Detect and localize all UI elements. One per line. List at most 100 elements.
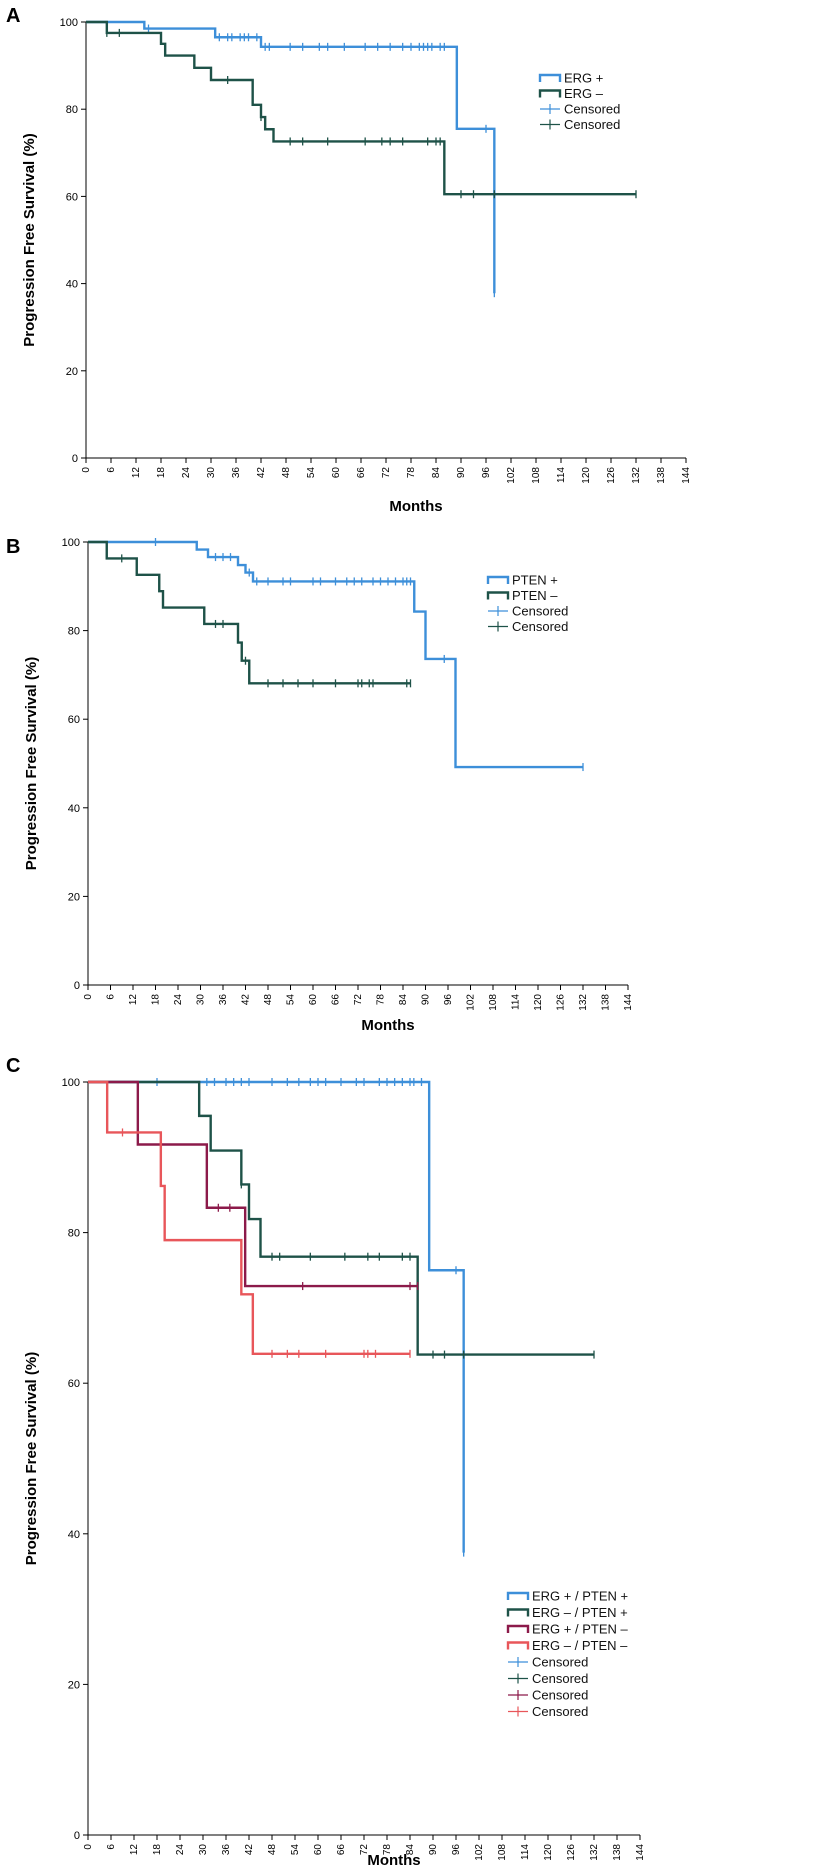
x-tick-label: 72 xyxy=(381,467,392,479)
legend-label: ERG – / PTEN + xyxy=(532,1605,628,1620)
x-tick-label: 90 xyxy=(428,1844,439,1856)
panel-letter: A xyxy=(6,5,20,27)
x-tick-label: 72 xyxy=(353,994,364,1006)
series-2 xyxy=(88,540,412,688)
legend: ERG + / PTEN +ERG – / PTEN + ERG + / PTEN… xyxy=(506,1589,628,1719)
x-tick-label: 120 xyxy=(533,994,544,1011)
x-tick-label: 12 xyxy=(129,1844,140,1856)
survival-curve xyxy=(88,1080,594,1356)
y-tick-label: 80 xyxy=(66,104,78,116)
survival-curve xyxy=(88,540,411,685)
panel-c: C 0 20 40 60 80 100 0 6 12 18 24 30 36 42 48 54 60 66 72 78 8… xyxy=(6,1055,646,1869)
legend-label: ERG – / PTEN – xyxy=(532,1638,628,1653)
legend-label: ERG + xyxy=(564,71,603,86)
legend-label: Censored xyxy=(564,117,620,132)
x-tick-label: 132 xyxy=(578,994,589,1011)
survival-curve xyxy=(88,1080,410,1356)
x-tick-label: 138 xyxy=(656,467,667,484)
x-tick-label: 66 xyxy=(356,467,367,479)
legend-swatch xyxy=(506,1641,530,1650)
x-tick-label: 84 xyxy=(431,467,442,479)
legend-label: Censored xyxy=(532,1704,588,1719)
x-tick-label: 36 xyxy=(231,467,242,479)
x-tick-label: 90 xyxy=(421,994,432,1006)
legend-swatch xyxy=(506,1591,530,1600)
panel-b: B 0 20 40 60 80 100 0 6 12 18 24 30 36 42 48 54 60 66 72 78 8… xyxy=(6,536,634,1034)
x-tick-label: 18 xyxy=(152,1844,163,1856)
y-tick-label: 100 xyxy=(60,17,78,29)
legend-label: ERG + / PTEN – xyxy=(532,1622,628,1637)
legend-label: Censored xyxy=(512,604,568,619)
y-tick-label: 20 xyxy=(68,1679,80,1691)
series-1 xyxy=(88,538,584,772)
y-tick-label: 100 xyxy=(62,537,80,549)
y-tick-label: 20 xyxy=(68,891,80,903)
x-tick-label: 84 xyxy=(398,994,409,1006)
y-tick-label: 60 xyxy=(68,1378,80,1390)
x-tick-label: 114 xyxy=(520,1844,531,1860)
x-tick-label: 66 xyxy=(336,1844,347,1856)
legend-label: PTEN – xyxy=(512,588,558,603)
x-tick-label: 30 xyxy=(196,994,207,1006)
legend-label: Censored xyxy=(512,619,568,634)
x-axis-title: Months xyxy=(389,498,442,515)
legend-label: Censored xyxy=(532,1688,588,1703)
x-tick-label: 108 xyxy=(497,1844,508,1861)
legend-swatch xyxy=(506,1624,530,1633)
x-tick-label: 90 xyxy=(456,467,467,479)
x-tick-label: 126 xyxy=(556,994,567,1011)
x-tick-label: 54 xyxy=(286,994,297,1006)
series-1 xyxy=(86,20,496,298)
x-tick-label: 126 xyxy=(566,1844,577,1861)
x-tick-label: 138 xyxy=(612,1844,623,1861)
x-tick-label: 12 xyxy=(131,467,142,479)
x-tick-label: 36 xyxy=(221,1844,232,1856)
x-tick-label: 60 xyxy=(313,1844,324,1856)
legend-swatch xyxy=(506,1608,530,1617)
panel-letter: C xyxy=(6,1055,20,1077)
y-tick-label: 60 xyxy=(66,191,78,203)
x-tick-label: 66 xyxy=(331,994,342,1006)
x-tick-label: 18 xyxy=(151,994,162,1006)
series-2 xyxy=(86,20,637,199)
x-tick-label: 54 xyxy=(290,1844,301,1856)
legend-swatch xyxy=(538,73,562,82)
x-tick-label: 120 xyxy=(543,1844,554,1861)
x-tick-label: 78 xyxy=(376,994,387,1006)
x-tick-label: 84 xyxy=(405,1844,416,1856)
x-tick-label: 6 xyxy=(106,994,117,1000)
y-tick-label: 0 xyxy=(74,980,80,992)
legend-label: ERG + / PTEN + xyxy=(532,1589,628,1604)
x-tick-label: 48 xyxy=(281,467,292,479)
legend-label: Censored xyxy=(532,1671,588,1686)
y-tick-label: 100 xyxy=(62,1077,80,1089)
series-4 xyxy=(88,1080,411,1358)
panel-letter: B xyxy=(6,536,20,558)
x-tick-label: 12 xyxy=(128,994,139,1006)
x-tick-label: 30 xyxy=(198,1844,209,1856)
x-tick-label: 96 xyxy=(481,467,492,479)
survival-curve xyxy=(88,540,583,769)
x-tick-label: 102 xyxy=(506,467,517,484)
x-tick-label: 144 xyxy=(635,1844,646,1861)
x-tick-label: 132 xyxy=(631,467,642,484)
panel-a: A 0 20 40 60 80 100 0 6 12 18 24 30 36 42 48 54 60 66 72 78 8… xyxy=(6,5,692,515)
x-tick-label: 48 xyxy=(267,1844,278,1856)
survival-curve xyxy=(86,20,496,294)
series-3 xyxy=(88,1080,419,1291)
x-tick-label: 0 xyxy=(83,994,94,1000)
x-tick-label: 102 xyxy=(466,994,477,1011)
x-tick-label: 18 xyxy=(156,467,167,479)
x-tick-label: 78 xyxy=(382,1844,393,1856)
y-tick-label: 80 xyxy=(68,626,80,638)
x-tick-label: 48 xyxy=(263,994,274,1006)
x-tick-label: 42 xyxy=(241,994,252,1006)
y-tick-label: 40 xyxy=(66,279,78,291)
y-tick-label: 80 xyxy=(68,1228,80,1240)
x-tick-label: 78 xyxy=(406,467,417,479)
y-tick-label: 40 xyxy=(68,1529,80,1541)
x-axis-title: Months xyxy=(367,1852,420,1869)
x-tick-label: 24 xyxy=(173,994,184,1006)
